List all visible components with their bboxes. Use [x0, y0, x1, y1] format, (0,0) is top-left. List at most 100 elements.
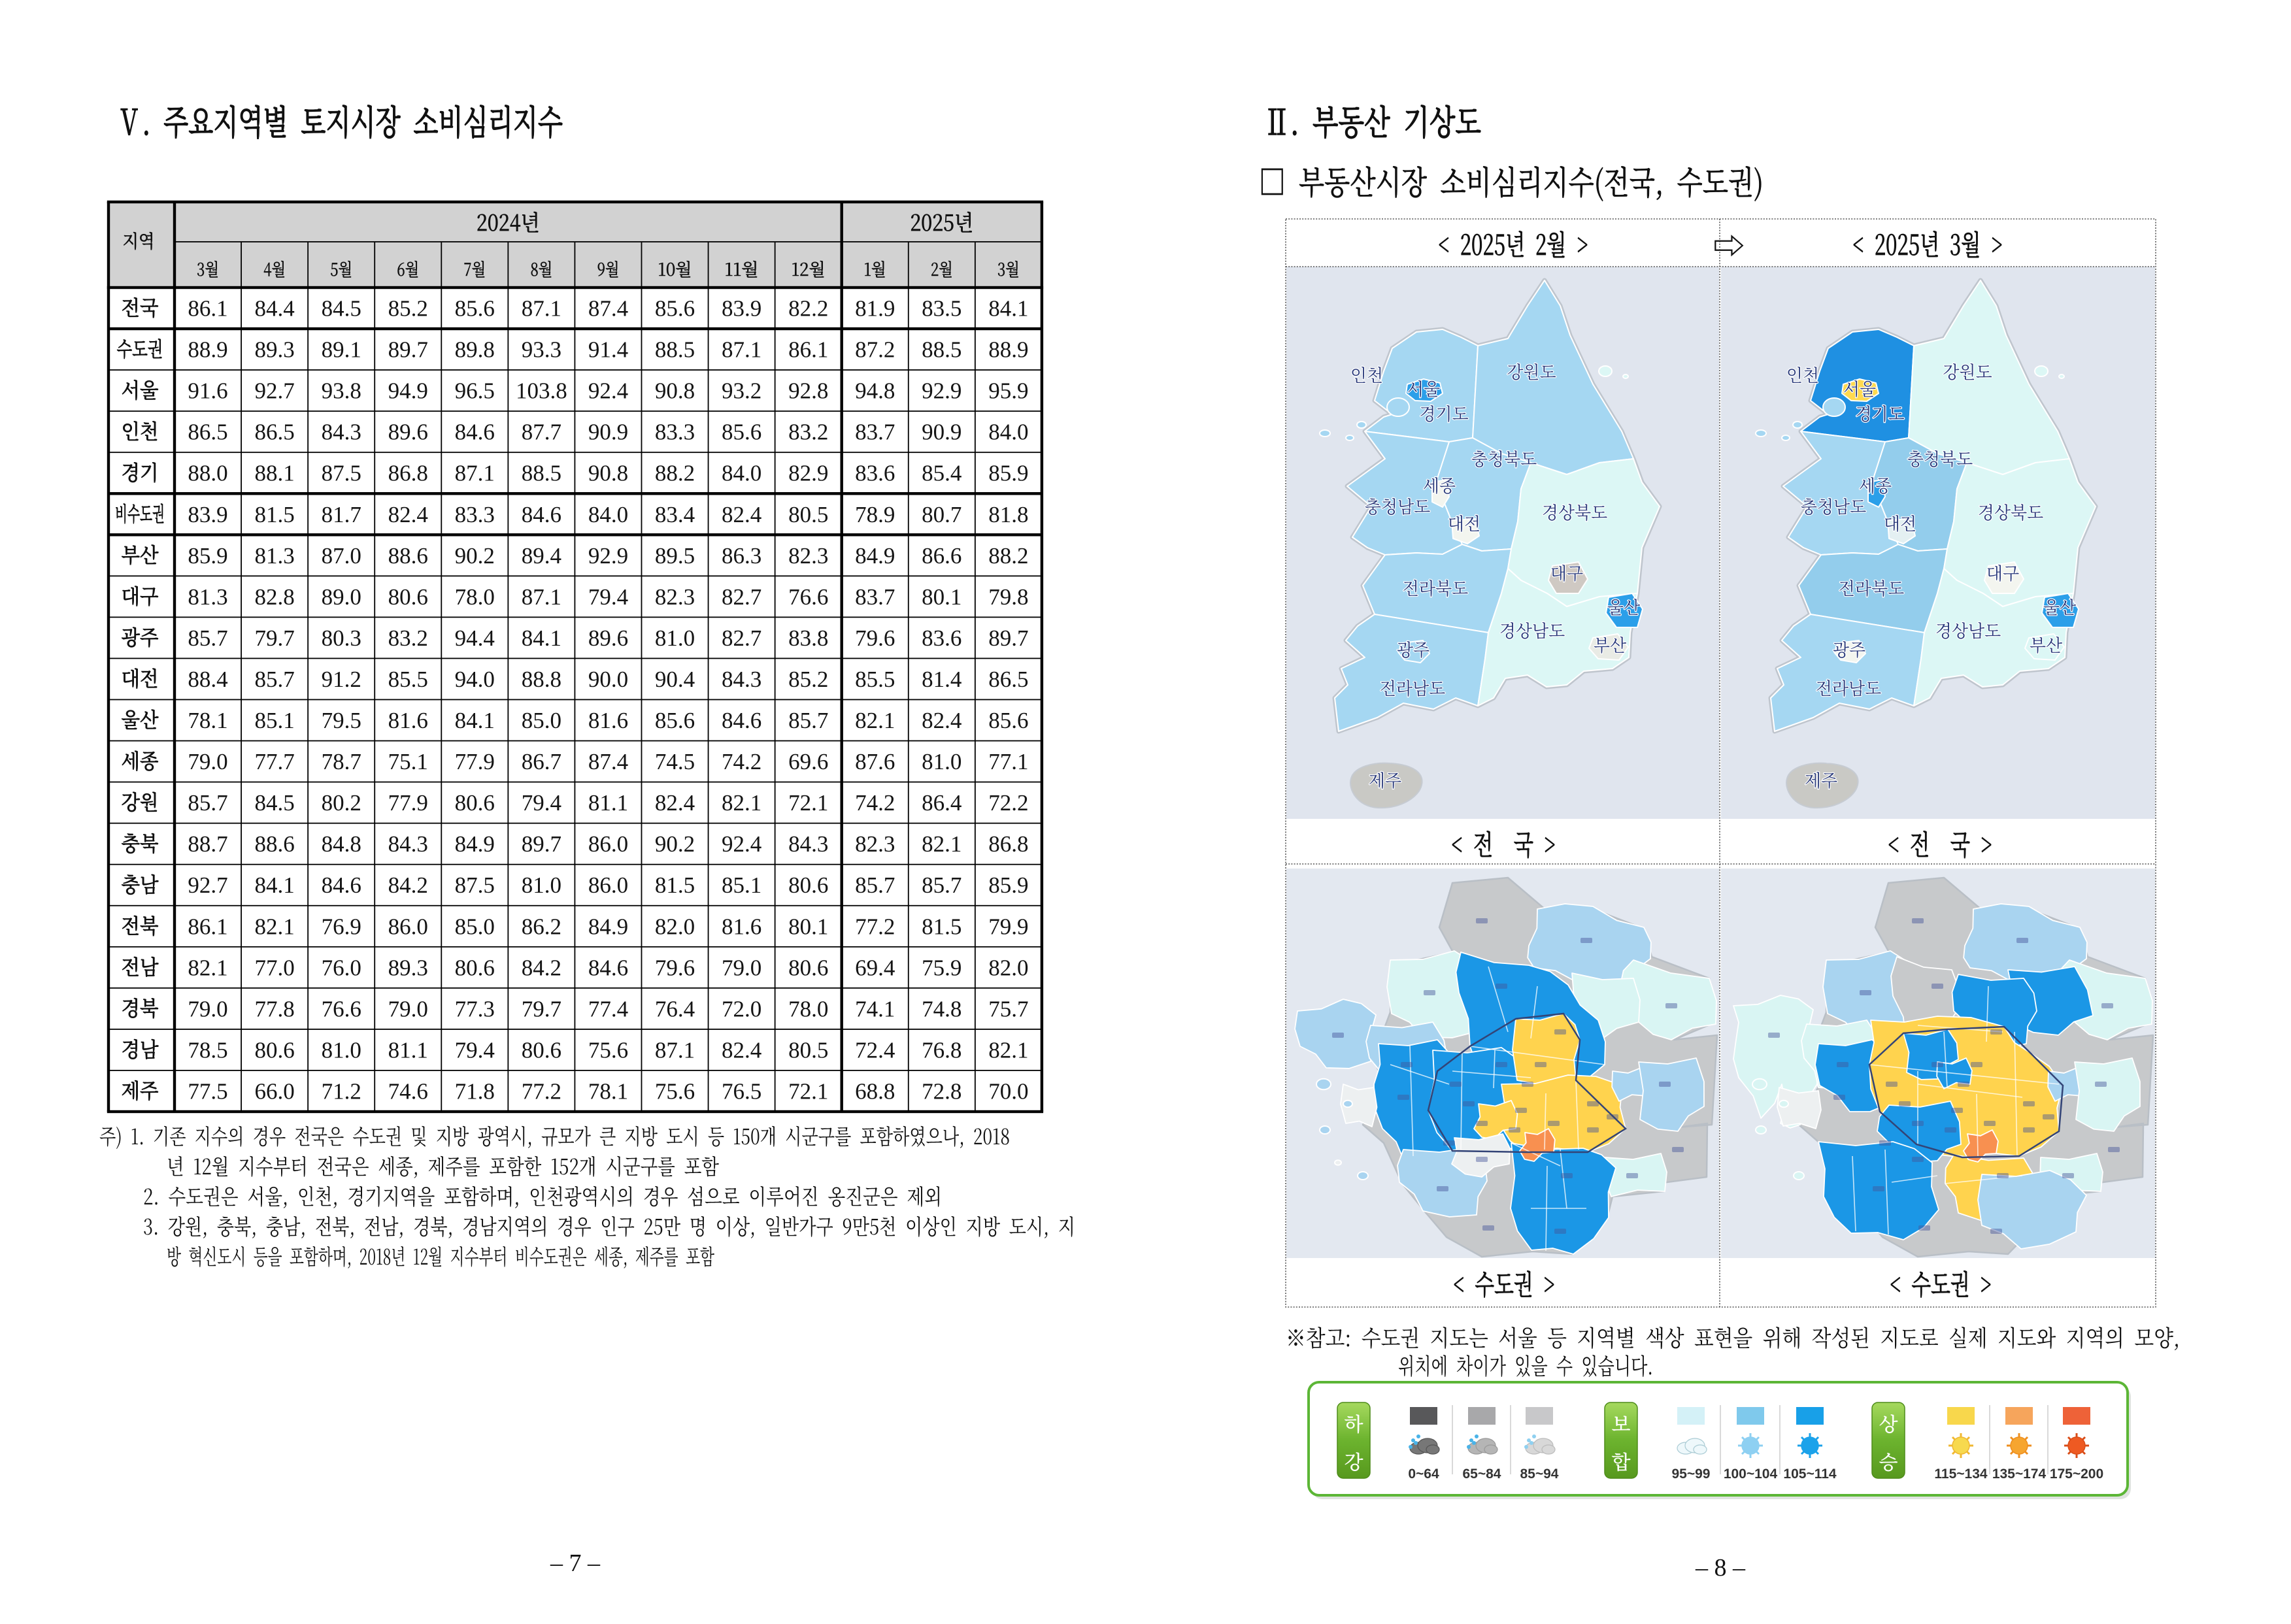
svg-text:90.8: 90.8 [655, 378, 695, 404]
svg-text:81.0: 81.0 [922, 749, 962, 774]
svg-text:87.5: 87.5 [322, 461, 361, 486]
svg-text:82.3: 82.3 [788, 543, 828, 569]
svg-text:89.6: 89.6 [588, 625, 628, 651]
svg-text:76.4: 76.4 [655, 996, 695, 1021]
svg-text:83.6: 83.6 [855, 461, 895, 486]
svg-text:72.2: 72.2 [988, 790, 1028, 816]
svg-text:115~134: 115~134 [1934, 1467, 1988, 1482]
svg-text:85.6: 85.6 [988, 708, 1028, 733]
svg-text:82.4: 82.4 [722, 502, 761, 527]
svg-text:75.1: 75.1 [388, 749, 428, 774]
svg-text:86.7: 86.7 [522, 749, 561, 774]
svg-text:85.0: 85.0 [522, 708, 561, 733]
svg-text:78.9: 78.9 [855, 502, 895, 527]
svg-text:85.7: 85.7 [188, 790, 227, 816]
svg-text:84.6: 84.6 [322, 872, 361, 898]
svg-text:92.9: 92.9 [922, 378, 962, 404]
svg-text:84.1: 84.1 [988, 296, 1028, 322]
svg-text:90.0: 90.0 [588, 667, 628, 692]
svg-text:82.4: 82.4 [388, 502, 428, 527]
svg-text:85.9: 85.9 [988, 461, 1028, 486]
svg-text:83.3: 83.3 [455, 502, 495, 527]
svg-text:78.5: 78.5 [188, 1037, 227, 1063]
svg-text:81.0: 81.0 [655, 625, 695, 651]
svg-text:95~99: 95~99 [1672, 1467, 1711, 1482]
svg-text:76.9: 76.9 [322, 914, 361, 939]
svg-text:77.3: 77.3 [455, 996, 495, 1021]
svg-text:74.2: 74.2 [855, 790, 895, 816]
svg-text:87.5: 87.5 [455, 872, 495, 898]
svg-text:0~64: 0~64 [1408, 1467, 1439, 1482]
svg-text:72.1: 72.1 [788, 790, 828, 816]
svg-text:77.7: 77.7 [254, 749, 294, 774]
svg-text:100~104: 100~104 [1724, 1467, 1778, 1482]
svg-text:85.1: 85.1 [254, 708, 294, 733]
svg-text:78.7: 78.7 [322, 749, 361, 774]
svg-text:80.2: 80.2 [322, 790, 361, 816]
svg-text:70.0: 70.0 [988, 1079, 1028, 1104]
svg-text:68.8: 68.8 [855, 1079, 895, 1104]
svg-text:89.3: 89.3 [388, 955, 428, 980]
svg-text:91.6: 91.6 [188, 378, 227, 404]
svg-text:72.8: 72.8 [922, 1079, 962, 1104]
svg-text:175~200: 175~200 [2050, 1467, 2103, 1482]
svg-text:83.9: 83.9 [188, 502, 227, 527]
svg-text:66.0: 66.0 [254, 1079, 294, 1104]
svg-text:85.9: 85.9 [188, 543, 227, 569]
svg-text:81.5: 81.5 [922, 914, 962, 939]
svg-text:91.2: 91.2 [322, 667, 361, 692]
svg-text:81.0: 81.0 [522, 872, 561, 898]
svg-text:89.7: 89.7 [388, 337, 428, 363]
svg-text:88.6: 88.6 [388, 543, 428, 569]
svg-text:84.2: 84.2 [522, 955, 561, 980]
svg-text:86.1: 86.1 [788, 337, 828, 363]
svg-text:85.5: 85.5 [388, 667, 428, 692]
svg-text:87.1: 87.1 [655, 1037, 695, 1063]
svg-text:84.3: 84.3 [322, 420, 361, 445]
svg-text:85.5: 85.5 [855, 667, 895, 692]
svg-text:85.1: 85.1 [722, 872, 761, 898]
svg-text:85.7: 85.7 [922, 872, 962, 898]
svg-text:80.1: 80.1 [922, 584, 962, 610]
svg-text:75.6: 75.6 [655, 1079, 695, 1104]
svg-text:80.6: 80.6 [254, 1037, 294, 1063]
svg-text:84.1: 84.1 [254, 872, 294, 898]
svg-text:82.4: 82.4 [922, 708, 962, 733]
svg-text:87.1: 87.1 [722, 337, 761, 363]
svg-text:86.8: 86.8 [388, 461, 428, 486]
svg-text:89.0: 89.0 [322, 584, 361, 610]
svg-text:81.6: 81.6 [388, 708, 428, 733]
svg-text:80.6: 80.6 [455, 955, 495, 980]
svg-text:84.9: 84.9 [855, 543, 895, 569]
svg-text:84.1: 84.1 [522, 625, 561, 651]
svg-text:88.9: 88.9 [988, 337, 1028, 363]
svg-text:83.7: 83.7 [855, 584, 895, 610]
svg-text:86.0: 86.0 [588, 872, 628, 898]
svg-text:94.8: 94.8 [855, 378, 895, 404]
svg-text:86.1: 86.1 [188, 296, 227, 322]
svg-text:81.5: 81.5 [655, 872, 695, 898]
svg-text:79.4: 79.4 [588, 584, 628, 610]
svg-text:77.5: 77.5 [188, 1079, 227, 1104]
svg-text:89.4: 89.4 [522, 543, 561, 569]
svg-text:84.9: 84.9 [588, 914, 628, 939]
svg-text:88.2: 88.2 [988, 543, 1028, 569]
svg-text:83.2: 83.2 [788, 420, 828, 445]
svg-text:88.0: 88.0 [188, 461, 227, 486]
svg-text:82.4: 82.4 [722, 1037, 761, 1063]
svg-text:80.5: 80.5 [788, 1037, 828, 1063]
svg-text:88.5: 88.5 [522, 461, 561, 486]
svg-text:103.8: 103.8 [516, 378, 567, 404]
svg-text:80.6: 80.6 [788, 872, 828, 898]
svg-text:81.6: 81.6 [588, 708, 628, 733]
svg-text:88.1: 88.1 [254, 461, 294, 486]
svg-text:83.3: 83.3 [655, 420, 695, 445]
svg-text:92.4: 92.4 [588, 378, 628, 404]
svg-text:88.5: 88.5 [655, 337, 695, 363]
svg-text:80.1: 80.1 [788, 914, 828, 939]
svg-text:– 7 –: – 7 – [550, 1549, 601, 1577]
svg-text:77.1: 77.1 [988, 749, 1028, 774]
svg-text:88.7: 88.7 [188, 831, 227, 857]
svg-text:92.8: 92.8 [788, 378, 828, 404]
svg-text:72.0: 72.0 [722, 996, 761, 1021]
